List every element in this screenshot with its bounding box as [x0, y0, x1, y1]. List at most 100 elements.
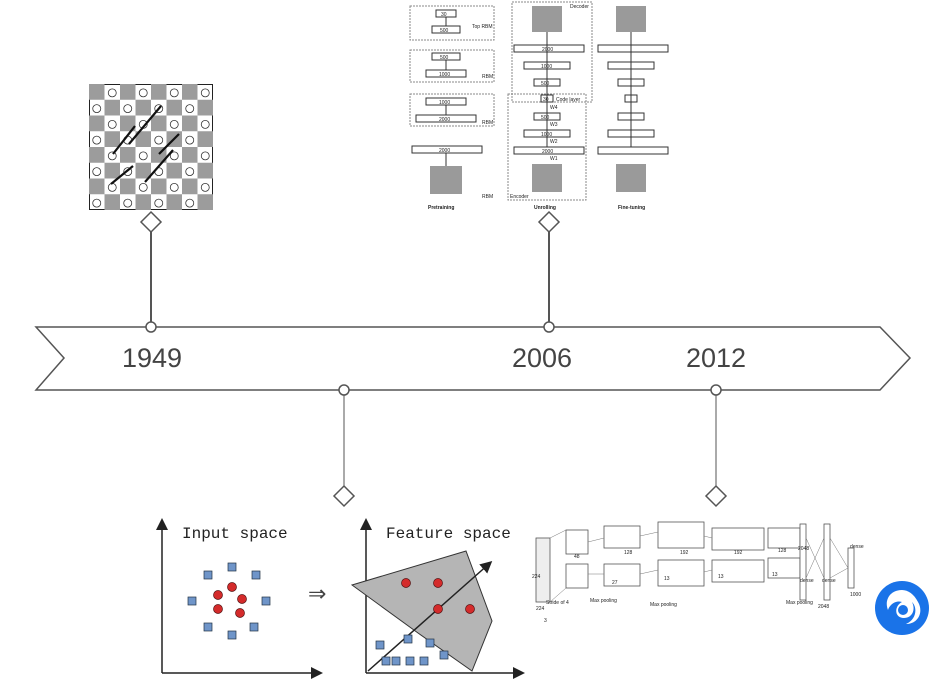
alexnet-num-13b: 13	[718, 574, 724, 580]
board-square	[151, 84, 167, 100]
board-piece	[185, 135, 195, 145]
feature-space-label: Feature space	[386, 525, 511, 543]
label-pretraining: Pretraining	[428, 205, 454, 211]
board-square	[104, 99, 120, 116]
alexnet-num-48: 48	[574, 554, 580, 560]
alexnet-num-13c: 13	[772, 572, 778, 578]
alexnet-num-224b: 224	[536, 606, 545, 612]
board-piece	[138, 151, 148, 161]
label-rbm-3: RBM	[482, 194, 493, 200]
alexnet-dense-2: dense	[822, 578, 836, 584]
label-decoder: Decoder	[570, 4, 589, 10]
alexnet-num-192: 192	[680, 550, 689, 556]
unit-500-unroll-b: 500	[541, 115, 550, 121]
red-point	[237, 594, 247, 604]
unit-500-unroll: 500	[541, 81, 550, 87]
unit-30-unroll: 30	[543, 97, 549, 103]
blue-point	[203, 622, 213, 632]
board-piece	[154, 198, 164, 208]
deep-autoencoder-figure: 30 500 Top RBM 500 1000 RBM 1000 2000 RB…	[409, 1, 669, 211]
timeline-arrow	[34, 326, 912, 391]
diamond-kernel	[332, 484, 356, 508]
label-unrolling: Unrolling	[534, 205, 556, 211]
deepmind-logo-icon	[875, 581, 929, 635]
board-square	[166, 99, 182, 116]
weight-w3: W3	[550, 122, 558, 128]
board-square	[120, 178, 136, 195]
weight-w2: W2	[550, 139, 558, 145]
board-square	[151, 115, 167, 132]
node-circle-2006	[543, 321, 555, 333]
board-square	[120, 115, 136, 132]
blue-point	[391, 656, 401, 666]
board-square	[182, 84, 198, 100]
alexnet-num-27: 27	[612, 580, 618, 586]
alexnet-num-192b: 192	[734, 550, 743, 556]
alexnet-num-2048b: 2048	[818, 604, 829, 610]
board-square	[104, 194, 120, 210]
unit-1000-pre-b: 1000	[439, 100, 450, 106]
alexnet-maxpool-3: Max pooling	[786, 600, 813, 606]
alexnet-dense-1: dense	[800, 578, 814, 584]
separating-region	[350, 550, 493, 672]
board-piece	[169, 182, 179, 192]
alexnet-num-13: 13	[664, 576, 670, 582]
alexnet-dense-3: dense	[850, 544, 864, 550]
node-circle-kernel	[338, 384, 350, 396]
kernel-trick-figure: Input space ⇒ Feature space	[156, 518, 525, 679]
board-piece	[169, 119, 179, 129]
red-point	[401, 578, 411, 588]
board-piece	[107, 119, 117, 129]
node-circle-1949	[145, 321, 157, 333]
board-piece	[138, 182, 148, 192]
board-piece	[200, 88, 210, 98]
board-piece	[123, 104, 133, 114]
blue-point	[439, 650, 449, 660]
label-fine-tuning: Fine-tuning	[618, 205, 645, 211]
weight-w4: W4	[550, 105, 558, 111]
unit-500-pre: 500	[440, 28, 449, 34]
board-piece	[200, 119, 210, 129]
red-point	[433, 604, 443, 614]
diamond-2006	[537, 210, 561, 234]
board-square	[197, 194, 213, 210]
blue-point	[381, 656, 391, 666]
alexnet-num-128b: 128	[778, 548, 787, 554]
board-piece	[154, 135, 164, 145]
weight-w1: W1	[550, 156, 558, 162]
blue-point	[251, 570, 261, 580]
unit-1000-pre: 1000	[439, 72, 450, 78]
diamond-1949	[139, 210, 163, 234]
board-square	[135, 162, 151, 179]
board-piece	[123, 167, 133, 177]
alexnet-maxpool-1: Max pooling	[590, 598, 617, 604]
blue-point	[187, 596, 197, 606]
blue-point	[227, 630, 237, 640]
red-point	[213, 604, 223, 614]
year-2012: 2012	[686, 343, 747, 373]
board-piece	[200, 182, 210, 192]
alexnet-num-2048: 2048	[798, 546, 809, 552]
blue-point	[227, 562, 237, 572]
board-piece	[92, 198, 102, 208]
input-space-label: Input space	[182, 525, 288, 543]
blue-point	[405, 656, 415, 666]
board-piece	[107, 88, 117, 98]
label-code-layer: Code layer	[556, 97, 581, 103]
label-rbm-2: RBM	[482, 120, 493, 126]
red-point	[213, 590, 223, 600]
blue-point	[419, 656, 429, 666]
alexnet-num-1000: 1000	[850, 592, 861, 598]
label-encoder: Encoder	[510, 194, 529, 200]
board-piece	[107, 151, 117, 161]
board-square	[151, 178, 167, 195]
label-top-rbm: Top RBM	[472, 24, 493, 30]
board-square	[182, 147, 198, 163]
red-point	[227, 582, 237, 592]
alexnet-num-224: 224	[532, 574, 541, 580]
board-square	[104, 131, 120, 147]
board-square	[120, 147, 136, 163]
diamond-2012	[704, 484, 728, 508]
red-point	[433, 578, 443, 588]
